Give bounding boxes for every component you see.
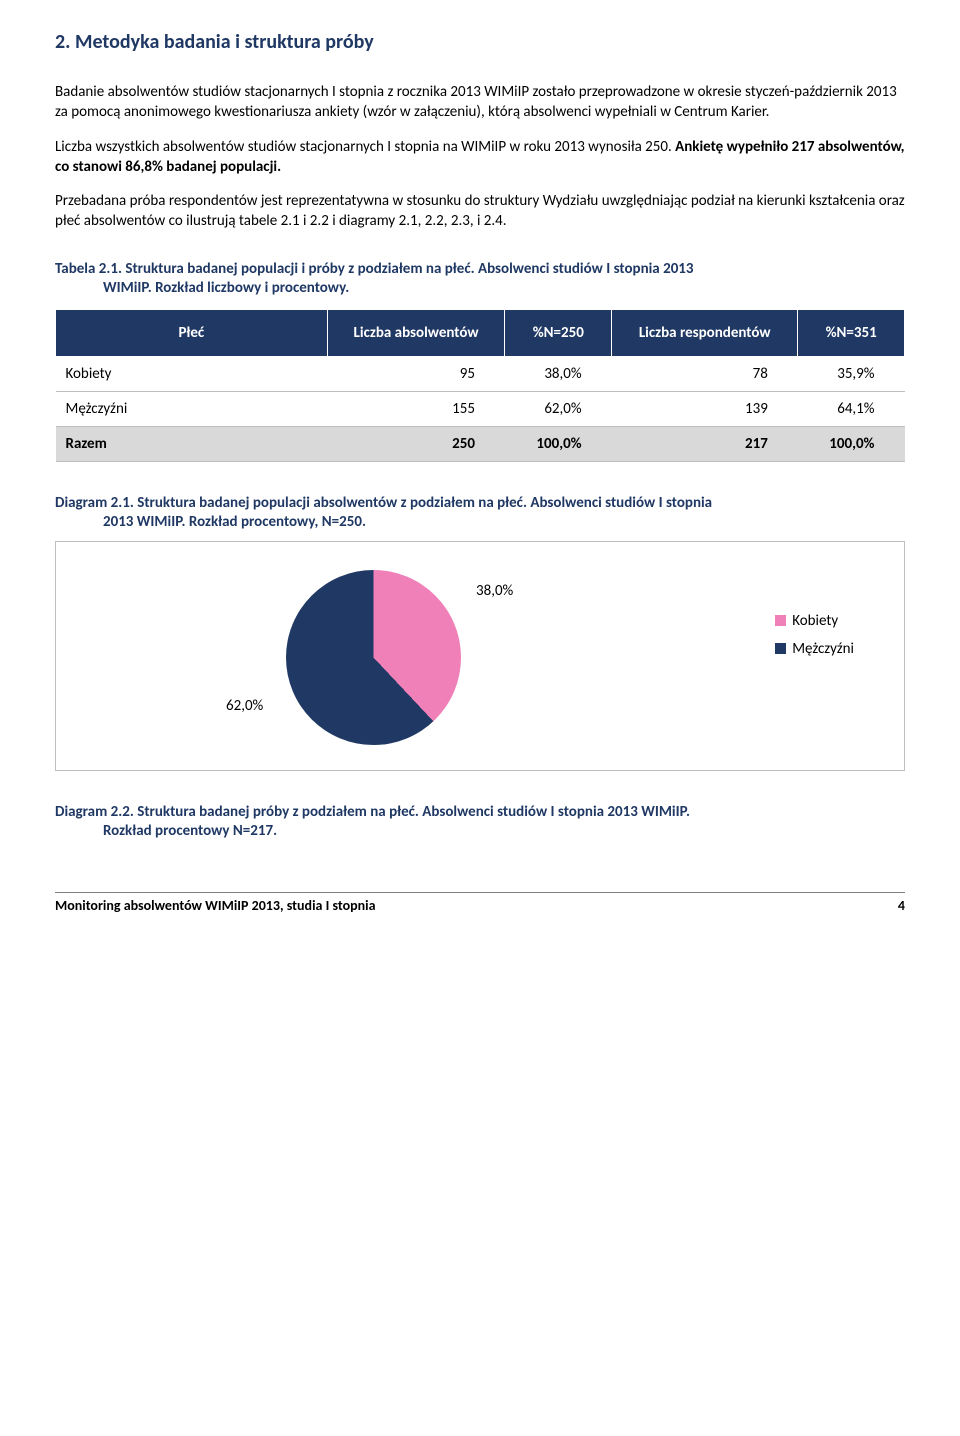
legend-swatch-icon [775, 615, 786, 626]
cell-value: 100,0% [798, 426, 905, 461]
table-2-1: Płeć Liczba absolwentów %N=250 Liczba re… [55, 309, 905, 462]
diagram-caption-line2: Rozkład procentowy N=217. [55, 822, 905, 842]
cell-value: 78 [612, 356, 798, 391]
legend-label: Mężczyźni [792, 640, 854, 658]
diagram-caption-line1: Diagram 2.1. Struktura badanej populacji… [55, 494, 712, 512]
col-header-pct-250: %N=250 [505, 309, 612, 356]
cell-value: 64,1% [798, 391, 905, 426]
cell-label: Mężczyźni [56, 391, 328, 426]
col-header-plec: Płeć [56, 309, 328, 356]
col-header-liczba-abs: Liczba absolwentów [327, 309, 505, 356]
table-row: Mężczyźni 155 62,0% 139 64,1% [56, 391, 905, 426]
footer-page-number: 4 [898, 897, 905, 914]
pie-wrap [286, 570, 461, 745]
cell-value: 139 [612, 391, 798, 426]
legend-item-kobiety: Kobiety [775, 612, 854, 630]
cell-value: 95 [327, 356, 505, 391]
section-title: 2. Metodyka badania i struktura próby [55, 30, 905, 54]
table-header-row: Płeć Liczba absolwentów %N=250 Liczba re… [56, 309, 905, 356]
table-caption-line2: WIMiIP. Rozkład liczbowy i procentowy. [55, 279, 905, 299]
pie-slice-label-kobiety: 38,0% [476, 582, 513, 600]
page-footer: Monitoring absolwentów WIMiIP 2013, stud… [55, 892, 905, 914]
cell-label: Kobiety [56, 356, 328, 391]
cell-value: 38,0% [505, 356, 612, 391]
diagram-caption-line1: Diagram 2.2. Struktura badanej próby z p… [55, 803, 690, 821]
cell-value: 250 [327, 426, 505, 461]
table-total-row: Razem 250 100,0% 217 100,0% [56, 426, 905, 461]
col-header-liczba-resp: Liczba respondentów [612, 309, 798, 356]
legend-item-mezczyzni: Mężczyźni [775, 640, 854, 658]
paragraph-2a: Liczba wszystkich absolwentów studiów st… [55, 138, 675, 156]
cell-value: 35,9% [798, 356, 905, 391]
diagram-2-2-caption: Diagram 2.2. Struktura badanej próby z p… [55, 803, 905, 842]
cell-value: 155 [327, 391, 505, 426]
cell-value: 100,0% [505, 426, 612, 461]
diagram-caption-line2: 2013 WIMiIP. Rozkład procentowy, N=250. [55, 513, 905, 533]
cell-value: 217 [612, 426, 798, 461]
footer-text: Monitoring absolwentów WIMiIP 2013, stud… [55, 897, 376, 914]
legend-label: Kobiety [792, 612, 838, 630]
pie-chart-2-1: 38,0% 62,0% Kobiety Mężczyźni [55, 541, 905, 771]
diagram-2-1-caption: Diagram 2.1. Struktura badanej populacji… [55, 494, 905, 533]
pie-legend: Kobiety Mężczyźni [775, 612, 854, 668]
cell-value: 62,0% [505, 391, 612, 426]
table-caption-line1: Tabela 2.1. Struktura badanej populacji … [55, 260, 694, 278]
pie-graphic [286, 570, 461, 745]
paragraph-3: Przebadana próba respondentów jest repre… [55, 191, 905, 232]
table-2-1-caption: Tabela 2.1. Struktura badanej populacji … [55, 260, 905, 299]
cell-label: Razem [56, 426, 328, 461]
table-row: Kobiety 95 38,0% 78 35,9% [56, 356, 905, 391]
pie-slice-label-mezczyzni: 62,0% [226, 697, 263, 715]
paragraph-1: Badanie absolwentów studiów stacjonarnyc… [55, 82, 905, 123]
col-header-pct-351: %N=351 [798, 309, 905, 356]
legend-swatch-icon [775, 643, 786, 654]
paragraph-2: Liczba wszystkich absolwentów studiów st… [55, 137, 905, 178]
